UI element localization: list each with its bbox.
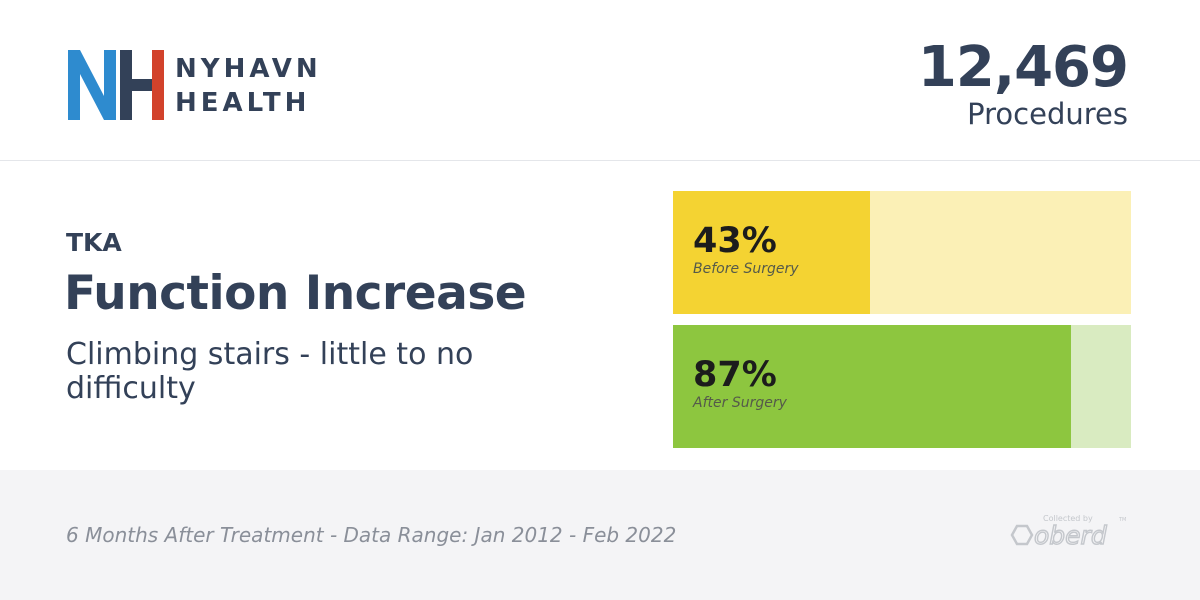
procedure-count-value: 12,469 <box>917 35 1129 100</box>
brand-name-line-1: NYHAVN <box>175 54 322 84</box>
bar-fill-0 <box>673 191 870 314</box>
bar-track-0: 43% Before Surgery <box>673 191 1131 314</box>
oberd-credit-logo: Collected by TM oberd <box>1010 514 1126 551</box>
outcome-bar-chart: 43% Before Surgery 87% After Surgery <box>673 191 1131 448</box>
bar-fill-1 <box>673 325 1071 448</box>
footer: 6 Months After Treatment - Data Range: J… <box>0 470 1200 600</box>
metric-title: Function Increase <box>64 266 527 321</box>
metric-description: Climbing stairs - little to no difficult… <box>66 337 474 406</box>
bar-value-label-0: 43% <box>693 221 777 261</box>
credit-prefix: Collected by <box>1043 514 1093 523</box>
data-range-note: 6 Months After Treatment - Data Range: J… <box>66 523 677 547</box>
header: NYHAVN HEALTH 12,469 Procedures <box>0 0 1200 161</box>
procedure-count-label: Procedures <box>967 97 1128 131</box>
credit-brand: oberd <box>1034 521 1107 550</box>
nh-logo-icon <box>68 50 164 120</box>
brand-name-line-2: HEALTH <box>175 88 311 118</box>
nyhavn-health-logo: NYHAVN HEALTH <box>68 50 318 122</box>
bar-track-1: 87% After Surgery <box>673 325 1131 448</box>
bar-category-label-1: After Surgery <box>693 395 787 411</box>
procedure-type: TKA <box>66 228 122 257</box>
bar-category-label-0: Before Surgery <box>693 261 799 277</box>
procedure-count: 12,469 Procedures <box>917 35 1129 131</box>
bar-value-label-1: 87% <box>693 355 777 395</box>
brand-name: NYHAVN HEALTH <box>175 52 322 120</box>
credit-mark: TM <box>1118 517 1126 523</box>
oberd-hexagon-icon <box>1010 524 1034 546</box>
